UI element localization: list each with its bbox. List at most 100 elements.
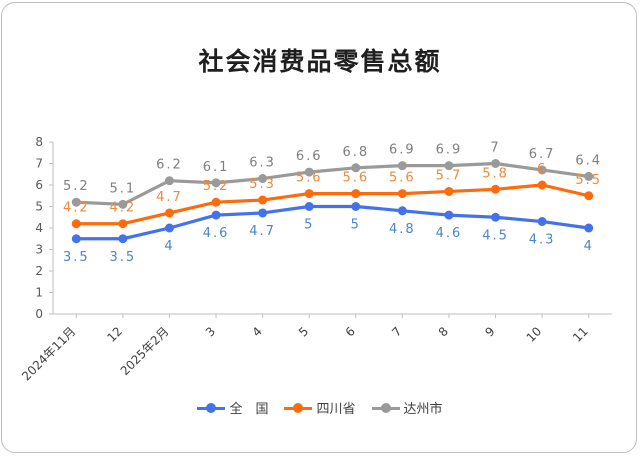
data-point bbox=[258, 195, 268, 205]
data-point bbox=[584, 223, 594, 233]
data-point bbox=[537, 217, 547, 227]
data-label: 3.5 bbox=[63, 250, 90, 265]
data-point bbox=[71, 234, 81, 244]
data-label: 4.6 bbox=[203, 226, 230, 241]
x-tick-label: 10 bbox=[524, 324, 545, 345]
legend-marker-icon bbox=[197, 402, 226, 414]
data-label: 5.6 bbox=[296, 171, 323, 186]
data-label: 5.6 bbox=[342, 171, 369, 186]
x-tick-label: 4 bbox=[249, 324, 264, 339]
data-label: 4.2 bbox=[110, 201, 137, 216]
y-tick-label: 6 bbox=[35, 178, 43, 192]
x-tick-label: 12 bbox=[104, 324, 125, 345]
data-label: 5.1 bbox=[110, 181, 137, 196]
data-point bbox=[211, 178, 221, 188]
y-tick-label: 1 bbox=[35, 286, 43, 300]
data-labels: 3.5 3.5 4 4.6 4.7 5 5 4.8 4.6 4.5 4.3 4 4.2 4.2 4.7 5.2… bbox=[63, 141, 602, 265]
y-tick-label: 5 bbox=[35, 200, 43, 214]
legend-label: 全 国 bbox=[229, 402, 269, 417]
chart-title: 社会消费品零售总额 bbox=[198, 47, 442, 76]
data-point bbox=[351, 189, 361, 199]
y-tick-label: 2 bbox=[35, 264, 43, 278]
data-point bbox=[444, 210, 454, 220]
data-point bbox=[444, 186, 454, 196]
data-point bbox=[444, 161, 454, 171]
data-point bbox=[584, 191, 594, 201]
data-label: 5.5 bbox=[575, 173, 602, 188]
data-label: 4 bbox=[164, 239, 174, 254]
data-label: 6.8 bbox=[342, 145, 369, 160]
data-point bbox=[584, 171, 594, 181]
data-label: 5.2 bbox=[63, 179, 90, 194]
data-label: 5.7 bbox=[436, 168, 463, 183]
legend-item: 全 国 bbox=[197, 398, 268, 417]
data-point bbox=[491, 212, 501, 222]
data-label: 4.6 bbox=[436, 226, 463, 241]
y-tick-label: 0 bbox=[35, 307, 43, 321]
x-tick-label: 6 bbox=[343, 324, 358, 339]
legend-marker-icon bbox=[371, 402, 400, 414]
data-label: 5.2 bbox=[203, 179, 230, 194]
data-label: 4.8 bbox=[389, 222, 416, 237]
legend-item: 达州市 bbox=[371, 398, 443, 417]
data-point bbox=[351, 202, 361, 211]
data-point bbox=[491, 159, 501, 168]
data-label: 7 bbox=[490, 141, 500, 156]
data-label: 6.4 bbox=[575, 153, 602, 168]
legend-label: 四川省 bbox=[316, 402, 356, 417]
x-tick-label: 5 bbox=[296, 324, 311, 339]
data-point bbox=[164, 208, 174, 218]
data-label: 3.5 bbox=[110, 250, 137, 265]
data-point bbox=[164, 176, 174, 186]
data-label: 5.3 bbox=[249, 177, 276, 192]
data-point bbox=[397, 161, 407, 171]
data-label: 4.5 bbox=[482, 228, 509, 243]
data-point bbox=[304, 189, 314, 199]
data-point bbox=[258, 208, 268, 218]
y-tick-label: 8 bbox=[35, 135, 43, 149]
data-label: 4.2 bbox=[63, 201, 90, 216]
series-lines bbox=[71, 159, 594, 244]
data-point bbox=[211, 197, 221, 207]
data-label: 4.7 bbox=[156, 190, 183, 205]
data-label: 6 bbox=[537, 162, 547, 177]
data-label: 5.6 bbox=[389, 171, 416, 186]
data-label: 5 bbox=[351, 218, 361, 233]
x-tick-label: 9 bbox=[482, 324, 497, 339]
data-label: 6.6 bbox=[296, 149, 323, 164]
data-point bbox=[71, 219, 81, 229]
data-point bbox=[118, 199, 128, 209]
data-point bbox=[351, 163, 361, 173]
data-label: 6.2 bbox=[156, 158, 183, 173]
y-tick-label: 7 bbox=[35, 157, 43, 171]
data-point bbox=[397, 206, 407, 216]
legend-marker-icon bbox=[284, 402, 313, 414]
data-label: 5 bbox=[304, 218, 314, 233]
data-point bbox=[397, 189, 407, 199]
legend: 全 国 四川省 达州市 bbox=[0, 398, 640, 417]
series-line bbox=[74, 161, 591, 206]
data-point bbox=[537, 180, 547, 190]
legend-label: 达州市 bbox=[403, 402, 443, 417]
data-point bbox=[304, 167, 314, 177]
x-tick-label: 2025年2月 bbox=[118, 324, 172, 378]
data-point bbox=[118, 219, 128, 229]
data-point bbox=[164, 223, 174, 233]
data-point bbox=[491, 184, 501, 194]
data-point bbox=[258, 174, 268, 184]
data-point bbox=[71, 197, 81, 207]
y-tick-label: 3 bbox=[35, 243, 43, 257]
x-tick-label: 8 bbox=[436, 324, 451, 339]
data-label: 6.1 bbox=[203, 160, 230, 175]
y-tick-label: 4 bbox=[35, 221, 43, 235]
data-label: 4.3 bbox=[529, 233, 556, 248]
data-point bbox=[537, 165, 547, 175]
data-point bbox=[211, 210, 221, 220]
x-tick-label: 3 bbox=[203, 324, 218, 339]
x-tick-label: 11 bbox=[570, 324, 591, 345]
data-label: 6.9 bbox=[436, 143, 463, 158]
data-label: 6.7 bbox=[529, 147, 556, 162]
data-label: 6.3 bbox=[249, 156, 276, 171]
